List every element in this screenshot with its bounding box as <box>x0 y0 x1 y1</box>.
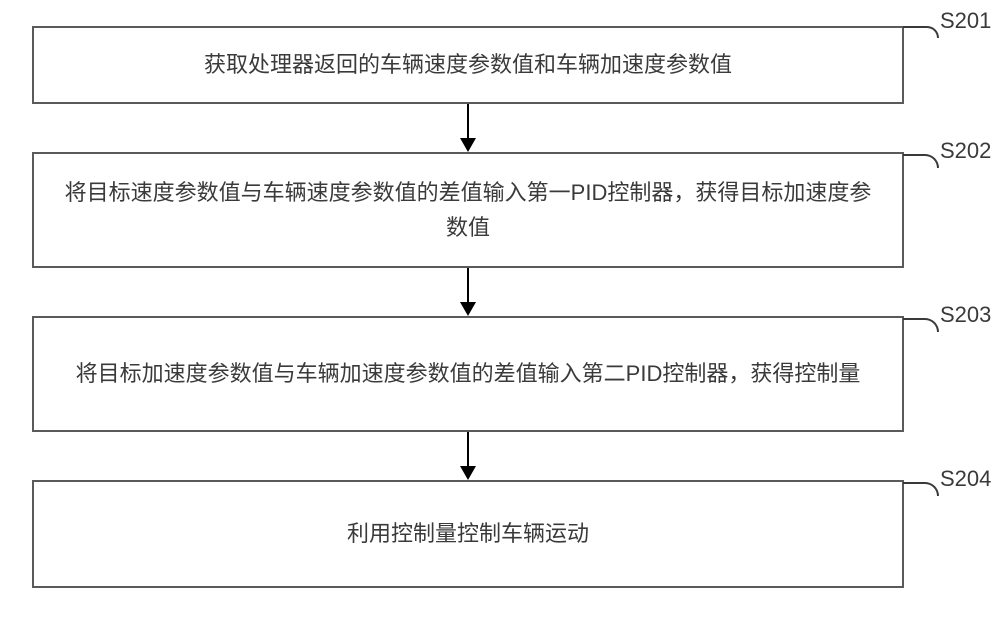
arrow-head-1 <box>460 138 476 152</box>
step-label-s201: S201 <box>940 8 991 34</box>
label-connector-s201 <box>903 26 939 38</box>
arrow-line-1 <box>467 104 469 140</box>
step-label-s204: S204 <box>940 466 991 492</box>
arrow-head-2 <box>460 302 476 316</box>
step-text: 将目标速度参数值与车辆速度参数值的差值输入第一PID控制器，获得目标加速度参数值 <box>54 175 882 245</box>
label-connector-s202 <box>903 154 939 168</box>
step-text: 将目标加速度参数值与车辆加速度参数值的差值输入第二PID控制器，获得控制量 <box>76 356 861 391</box>
step-text: 获取处理器返回的车辆速度参数值和车辆加速度参数值 <box>204 47 732 82</box>
label-connector-s203 <box>903 318 939 332</box>
step-box-s201: 获取处理器返回的车辆速度参数值和车辆加速度参数值 <box>32 26 904 104</box>
step-box-s203: 将目标加速度参数值与车辆加速度参数值的差值输入第二PID控制器，获得控制量 <box>32 316 904 432</box>
arrow-head-3 <box>460 466 476 480</box>
flowchart-canvas: 获取处理器返回的车辆速度参数值和车辆加速度参数值 S201 将目标速度参数值与车… <box>0 0 1000 618</box>
step-label-s202: S202 <box>940 138 991 164</box>
label-connector-s204 <box>903 482 939 496</box>
step-text: 利用控制量控制车辆运动 <box>347 516 589 551</box>
step-box-s204: 利用控制量控制车辆运动 <box>32 480 904 588</box>
arrow-line-3 <box>467 432 469 468</box>
step-box-s202: 将目标速度参数值与车辆速度参数值的差值输入第一PID控制器，获得目标加速度参数值 <box>32 152 904 268</box>
arrow-line-2 <box>467 268 469 304</box>
step-label-s203: S203 <box>940 302 991 328</box>
